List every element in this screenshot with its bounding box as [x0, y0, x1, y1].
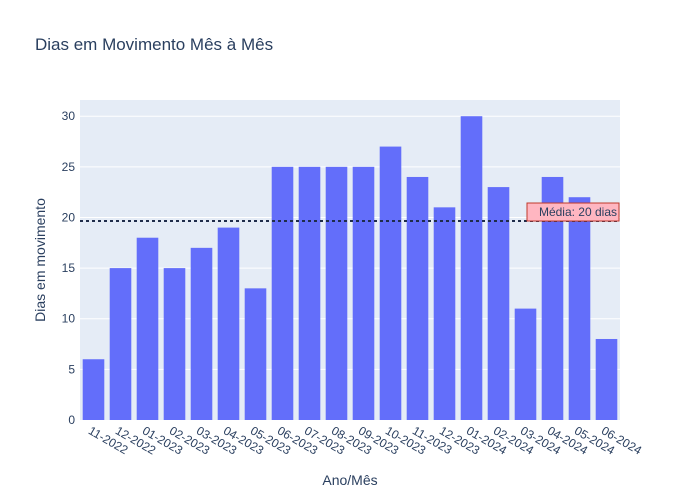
bars — [82, 116, 618, 421]
y-tick-label: 15 — [62, 261, 76, 275]
bar-04-2023 — [217, 227, 240, 420]
y-tick-label: 0 — [68, 413, 75, 427]
y-tick-label: 30 — [62, 109, 76, 123]
mean-annotation-box — [526, 202, 620, 222]
y-tick-label: 5 — [68, 362, 75, 376]
bar-09-2023 — [352, 166, 375, 420]
bar-08-2023 — [325, 166, 348, 420]
mean-annotation-label: Média: 20 dias — [539, 205, 617, 219]
bar-04-2024 — [541, 176, 564, 420]
bar-07-2023 — [298, 166, 321, 420]
bar-06-2023 — [271, 166, 294, 420]
bar-06-2024 — [595, 338, 618, 420]
y-tick-label: 20 — [62, 210, 76, 224]
bar-11-2022 — [82, 359, 105, 420]
plot-area — [80, 100, 620, 420]
x-tick-labels: 11-202212-202201-202302-202303-202304-20… — [86, 423, 644, 457]
bar-05-2023 — [244, 288, 267, 420]
y-tick-label: 10 — [62, 312, 76, 326]
bar-03-2023 — [190, 247, 213, 420]
y-tick-label: 25 — [62, 160, 76, 174]
bar-02-2024 — [487, 187, 510, 420]
y-axis-title: Dias em movimento — [32, 198, 48, 322]
bar-05-2024 — [568, 197, 591, 420]
chart-title: Dias em Movimento Mês à Mês — [35, 35, 273, 54]
bar-12-2022 — [109, 268, 132, 420]
bar-01-2023 — [136, 237, 159, 420]
bar-11-2023 — [406, 176, 429, 420]
bar-12-2023 — [433, 207, 456, 420]
x-axis-title: Ano/Mês — [322, 472, 377, 488]
bar-02-2023 — [163, 268, 186, 420]
bar-03-2024 — [514, 308, 537, 420]
bar-01-2024 — [460, 116, 483, 421]
bar-10-2023 — [379, 146, 402, 420]
y-tick-labels: 0 5 10 15 20 25 30 — [62, 109, 76, 427]
